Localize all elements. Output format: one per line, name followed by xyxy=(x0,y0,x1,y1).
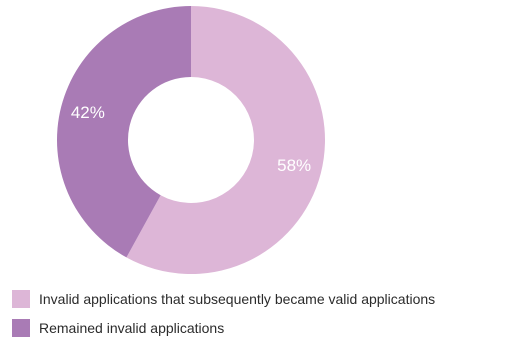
legend-item-invalid: Remained invalid applications xyxy=(12,318,435,338)
slice-valid xyxy=(126,6,325,274)
slice-invalid xyxy=(56,6,191,258)
legend-label-valid: Invalid applications that subsequently b… xyxy=(39,291,436,307)
legend-label-invalid: Remained invalid applications xyxy=(39,320,225,336)
slice-label-invalid: 42% xyxy=(71,103,105,122)
donut-slices xyxy=(56,6,325,274)
slice-label-valid: 58% xyxy=(277,156,311,175)
chart-legend: Invalid applications that subsequently b… xyxy=(12,289,435,347)
legend-swatch-valid xyxy=(12,290,30,308)
legend-item-valid: Invalid applications that subsequently b… xyxy=(12,289,435,309)
donut-chart: 58% 42% xyxy=(56,6,325,274)
donut-labels: 58% 42% xyxy=(71,103,311,175)
legend-swatch-invalid xyxy=(12,319,30,337)
